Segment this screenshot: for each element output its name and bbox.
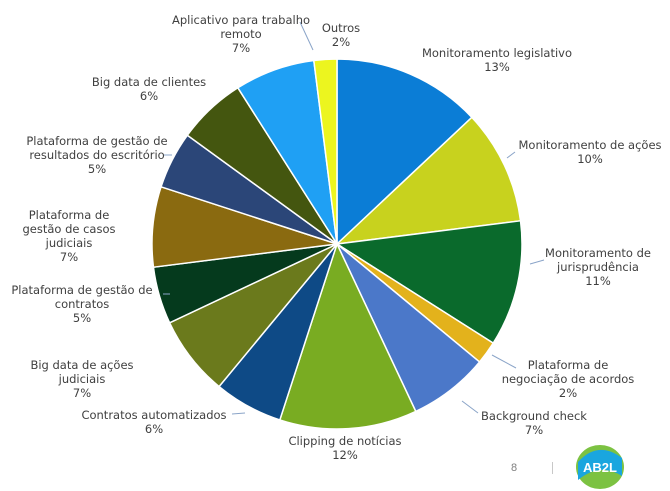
slice-label: Contratos automatizados 6% xyxy=(81,408,226,436)
slice-label: Background check 7% xyxy=(481,409,587,437)
leader-line xyxy=(529,259,545,265)
slice-label: Monitoramento legislativo 13% xyxy=(422,46,572,74)
pie-slice xyxy=(336,58,473,246)
slice-label: Plataforma de gestão de casos judiciais 7% xyxy=(22,208,115,264)
slice-label: Monitoramento de ações 10% xyxy=(518,138,661,166)
slice-label: Plataforma de gestão de contratos 5% xyxy=(11,283,152,325)
ab2l-logo: AB2L xyxy=(576,445,624,489)
slice-label: Plataforma de gestão de resultados do esc… xyxy=(26,134,167,176)
slice-label: Aplicativo para trabalho remoto 7% xyxy=(172,13,310,55)
logo-text: AB2L xyxy=(583,460,617,475)
leader-line xyxy=(461,400,479,414)
pie-slice xyxy=(334,116,522,246)
slice-label: Plataforma de negociação de acordos 2% xyxy=(502,358,635,400)
pie-slice xyxy=(278,241,417,430)
pie-slice xyxy=(334,219,523,345)
pie-slice xyxy=(312,58,338,245)
slice-label: Big data de clientes 6% xyxy=(92,75,206,103)
leader-line xyxy=(506,151,516,159)
page-number: 8 xyxy=(511,462,518,474)
leader-line xyxy=(299,21,314,51)
slice-label: Clipping de notícias 12% xyxy=(288,434,401,462)
footer-divider xyxy=(552,462,553,474)
slice-label: Big data de ações judiciais 7% xyxy=(30,358,133,400)
slice-label: Outros 2% xyxy=(322,21,360,49)
leader-line xyxy=(231,412,246,415)
leader-line xyxy=(491,354,517,369)
slice-label: Monitoramento de jurisprudência 11% xyxy=(545,246,651,288)
